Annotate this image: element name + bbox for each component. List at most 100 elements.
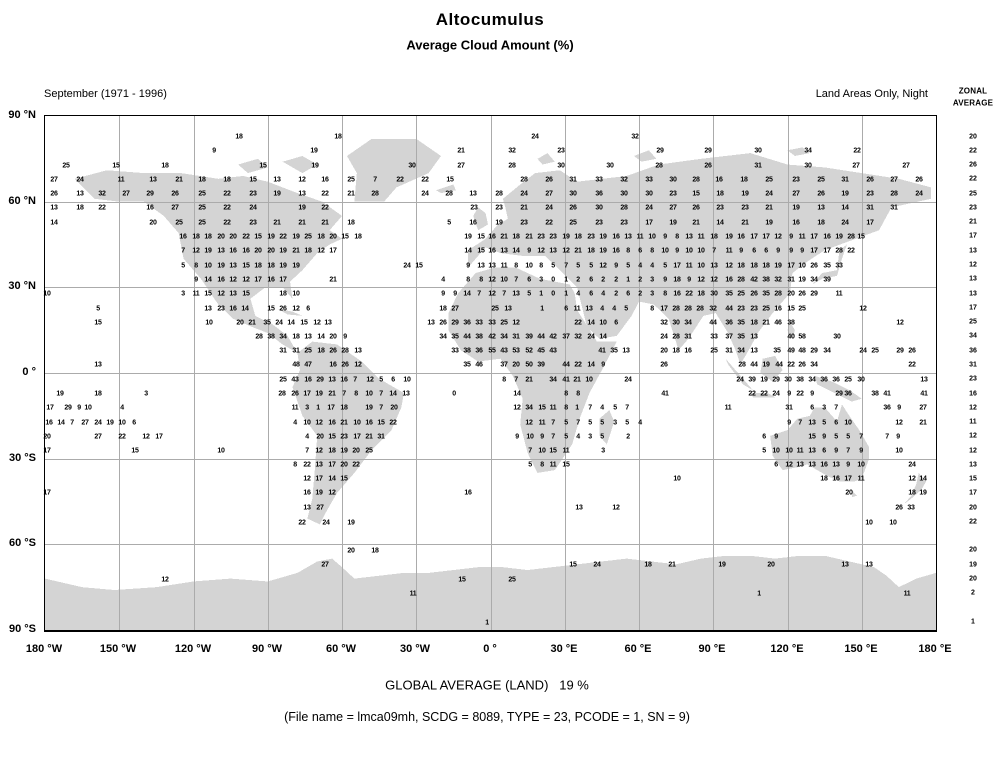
grid-value: 44: [463, 333, 471, 341]
grid-value: 15: [249, 176, 257, 184]
grid-value: 21: [175, 176, 183, 184]
grid-value: 10: [772, 447, 780, 455]
zonal-average-value: 26: [969, 161, 977, 169]
grid-value: 34: [804, 147, 812, 155]
grid-value: 22: [847, 247, 855, 255]
grid-value: 7: [551, 433, 555, 441]
zonal-average-value: 13: [969, 290, 977, 298]
grid-value: 36: [595, 190, 603, 198]
grid-value: 33: [710, 333, 718, 341]
grid-value: 26: [329, 347, 337, 355]
grid-value: 35: [737, 319, 745, 327]
grid-value: 18: [94, 390, 102, 398]
grid-value: 13: [575, 504, 583, 512]
grid-value: 25: [279, 376, 287, 384]
grid-value: 27: [902, 162, 910, 170]
zonal-average-value: 12: [969, 261, 977, 269]
grid-value: 20: [352, 447, 360, 455]
grid-value: 14: [463, 290, 471, 298]
grid-value: 34: [737, 347, 745, 355]
zonal-average-value: 17: [969, 232, 977, 240]
grid-value: 30: [595, 204, 603, 212]
grid-value: 1: [626, 276, 630, 284]
grid-value: 19: [725, 233, 733, 241]
grid-value: 5: [625, 419, 629, 427]
grid-value: 6: [764, 247, 768, 255]
grid-value: 3: [613, 419, 617, 427]
grid-value: 34: [823, 347, 831, 355]
grid-value: 13: [710, 262, 718, 270]
grid-value: 7: [514, 276, 518, 284]
grid-value: 13: [920, 376, 928, 384]
grid-value: 44: [775, 361, 783, 369]
grid-value: 34: [810, 361, 818, 369]
zonal-average-value: 1: [971, 618, 975, 626]
zonal-average-value: 22: [969, 518, 977, 526]
grid-value: 5: [589, 262, 593, 270]
grid-value: 7: [514, 376, 518, 384]
grid-value: 26: [439, 319, 447, 327]
grid-value: 27: [81, 419, 89, 427]
grid-value: 27: [451, 305, 459, 313]
grid-value: 33: [907, 504, 915, 512]
longitude-tick-label: 0 °: [483, 643, 497, 655]
grid-value: 10: [661, 247, 669, 255]
grid-value: 21: [520, 204, 528, 212]
grid-value: 11: [835, 290, 843, 298]
grid-value: 22: [223, 219, 231, 227]
grid-value: 31: [841, 176, 849, 184]
grid-value: 21: [500, 233, 508, 241]
grid-value: 26: [279, 305, 287, 313]
grid-value: 24: [322, 519, 330, 527]
zonal-average-value: 12: [969, 432, 977, 440]
grid-value: 29: [810, 347, 818, 355]
grid-value: 34: [525, 404, 533, 412]
grid-value: 10: [697, 247, 705, 255]
grid-value: 25: [569, 219, 577, 227]
grid-value: 31: [725, 347, 733, 355]
grid-value: 11: [500, 262, 508, 270]
zonal-average-value: 13: [969, 275, 977, 283]
grid-value: 2: [626, 433, 630, 441]
grid-value: 18: [672, 347, 680, 355]
grid-value: 19: [760, 376, 768, 384]
grid-value: 21: [668, 561, 676, 569]
grid-value: 12: [488, 290, 496, 298]
grid-value: 10: [365, 390, 373, 398]
grid-value: 18: [697, 290, 705, 298]
grid-value: 26: [704, 162, 712, 170]
grid-value: 8: [540, 461, 544, 469]
grid-value: 6: [810, 404, 814, 412]
grid-value: 7: [528, 447, 532, 455]
grid-value: 13: [512, 290, 520, 298]
grid-value: 18: [192, 233, 200, 241]
grid-value: 32: [98, 190, 106, 198]
grid-value: 31: [787, 276, 795, 284]
grid-value: 10: [217, 447, 225, 455]
grid-value: 3: [822, 404, 826, 412]
grid-value: 2: [601, 276, 605, 284]
grid-value: 19: [495, 219, 503, 227]
grid-value: 15: [254, 233, 262, 241]
grid-value: 29: [451, 319, 459, 327]
grid-value: 18: [267, 262, 275, 270]
grid-value: 17: [353, 433, 361, 441]
grid-value: 16: [340, 376, 348, 384]
grid-value: 25: [737, 290, 745, 298]
grid-value: 24: [859, 347, 867, 355]
grid-value: 13: [217, 247, 225, 255]
grid-value: 8: [650, 247, 654, 255]
zonal-average-value: 31: [969, 361, 977, 369]
grid-value: 19: [315, 489, 323, 497]
grid-value: 16: [303, 489, 311, 497]
grid-value: 7: [373, 176, 377, 184]
grid-value: 9: [834, 447, 838, 455]
grid-value: 9: [787, 419, 791, 427]
grid-value: 27: [669, 204, 677, 212]
grid-value: 34: [549, 376, 557, 384]
grid-value: 25: [347, 176, 355, 184]
grid-value: 18: [317, 347, 325, 355]
grid-value: 21: [765, 204, 773, 212]
grid-value: 49: [787, 347, 795, 355]
grid-value: 16: [179, 233, 187, 241]
